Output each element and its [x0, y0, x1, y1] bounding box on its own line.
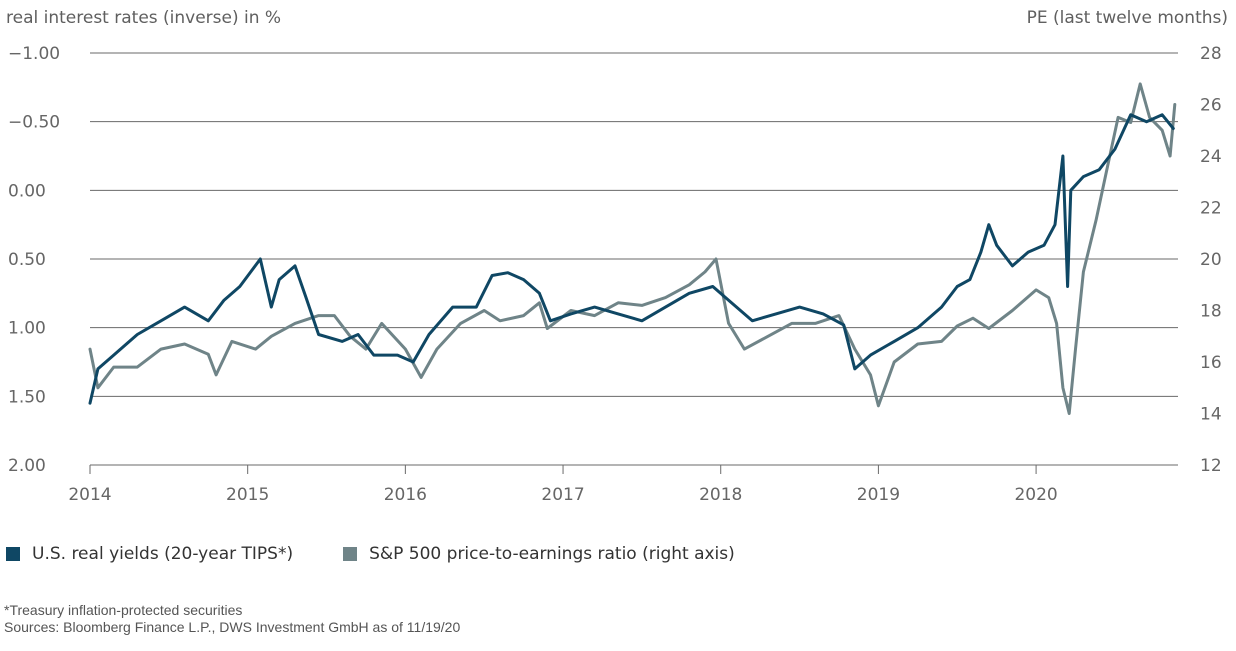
series-layer — [88, 82, 1177, 415]
chart: real interest rates (inverse) in % PE (l… — [6, 8, 1228, 505]
right-axis-tick-label: 28 — [1200, 44, 1222, 64]
legend-label-real-yields: U.S. real yields (20-year TIPS*) — [32, 544, 294, 564]
series-line-real-yields — [88, 113, 1175, 405]
legend-item-real-yields: U.S. real yields (20-year TIPS*) — [6, 544, 293, 564]
right-axis-tick-labels: 28 26 24 22 20 18 16 14 12 — [1200, 44, 1222, 476]
chart-notes: *Treasury inflation-protected securities… — [4, 602, 460, 636]
x-axis-tick-label: 2019 — [857, 485, 900, 505]
x-axis-tick-label: 2015 — [226, 485, 269, 505]
legend-swatch-real-yields — [6, 547, 20, 561]
x-axis-tick-label: 2016 — [384, 485, 427, 505]
sources-note: Sources: Bloomberg Finance L.P., DWS Inv… — [4, 619, 461, 635]
left-axis-title: real interest rates (inverse) in % — [6, 8, 281, 28]
right-axis-title: PE (last twelve months) — [1027, 8, 1228, 28]
right-axis-tick-label: 26 — [1200, 96, 1222, 116]
left-axis-tick-label: −1.00 — [8, 44, 60, 64]
left-axis-tick-label: 0.00 — [8, 181, 46, 201]
left-axis-tick-label: 0.50 — [8, 250, 46, 270]
right-axis-tick-label: 24 — [1200, 147, 1222, 167]
series-line-pe-ratio — [88, 82, 1177, 415]
right-axis-tick-label: 18 — [1200, 302, 1222, 322]
left-axis-tick-labels: −1.00 −0.50 0.00 0.50 1.00 1.50 2.00 — [8, 44, 60, 476]
legend: U.S. real yields (20-year TIPS*) S&P 500… — [6, 544, 785, 564]
x-axis: 2014 2015 2016 2017 2018 2019 2020 — [68, 464, 1178, 505]
x-axis-tick-label: 2017 — [541, 485, 584, 505]
x-axis-tick-label: 2020 — [1014, 485, 1057, 505]
footnote: *Treasury inflation-protected securities — [4, 602, 243, 618]
legend-item-pe-ratio: S&P 500 price-to-earnings ratio (right a… — [343, 544, 735, 564]
right-axis-tick-label: 20 — [1200, 250, 1222, 270]
right-axis-tick-label: 16 — [1200, 353, 1222, 373]
left-axis-tick-label: −0.50 — [8, 113, 60, 133]
x-axis-tick-label: 2014 — [68, 485, 111, 505]
legend-label-pe-ratio: S&P 500 price-to-earnings ratio (right a… — [369, 544, 735, 564]
right-axis-tick-label: 14 — [1200, 405, 1222, 425]
left-axis-tick-label: 1.00 — [8, 319, 46, 339]
legend-swatch-pe-ratio — [343, 547, 358, 561]
gridlines — [90, 52, 1178, 397]
right-axis-tick-label: 22 — [1200, 199, 1222, 219]
right-axis-tick-label: 12 — [1200, 456, 1222, 476]
x-axis-tick-label: 2018 — [699, 485, 742, 505]
left-axis-tick-label: 1.50 — [8, 387, 46, 407]
left-axis-tick-label: 2.00 — [8, 456, 46, 476]
